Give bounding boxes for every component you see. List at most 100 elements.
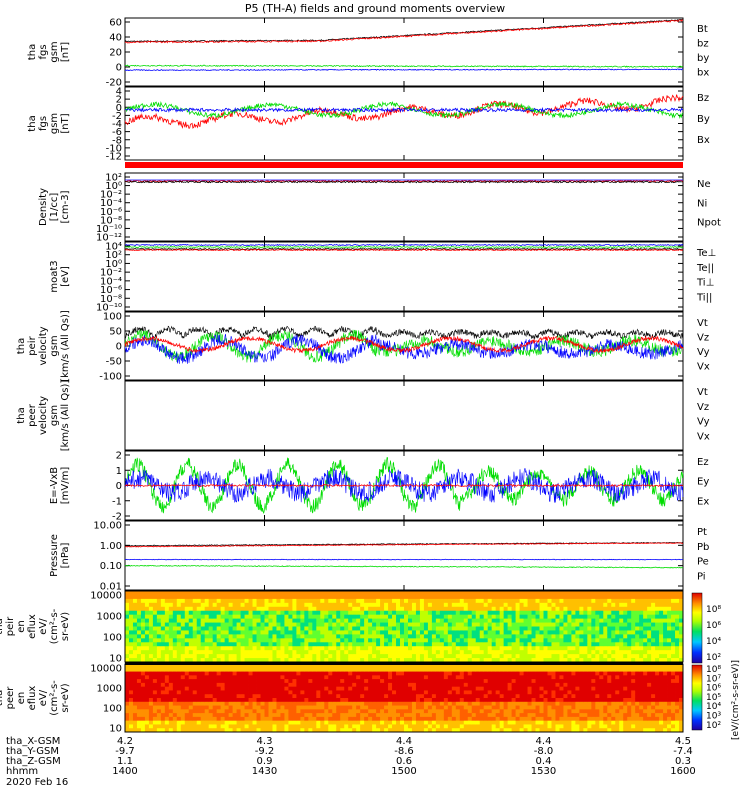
peir_eflux-cell bbox=[579, 650, 584, 655]
peer_eflux-cell bbox=[419, 724, 425, 729]
peir_eflux-cell bbox=[483, 591, 489, 596]
peir_eflux-cell bbox=[328, 646, 333, 651]
peer_eflux-cell bbox=[531, 671, 536, 676]
peir_eflux-cell bbox=[264, 618, 269, 623]
peir_eflux-cell bbox=[535, 626, 540, 631]
peir_eflux-cell bbox=[655, 638, 660, 643]
peer_eflux-cell bbox=[431, 728, 437, 733]
peer_eflux-cell bbox=[276, 686, 281, 691]
peir_eflux-cell bbox=[172, 634, 178, 639]
peir_eflux-cell bbox=[384, 614, 389, 620]
peer_eflux-cell bbox=[507, 679, 513, 684]
peir_eflux-cell bbox=[364, 658, 369, 663]
peer_eflux-cell bbox=[125, 701, 130, 706]
peer_eflux-cell bbox=[356, 679, 361, 684]
peir_eflux-cell bbox=[667, 614, 672, 620]
peer_eflux-cell bbox=[316, 667, 321, 672]
peir_eflux-cell bbox=[651, 646, 656, 651]
peir_eflux-cell bbox=[320, 614, 325, 620]
peer_eflux-cell bbox=[300, 667, 305, 672]
peer_eflux-cell bbox=[160, 664, 166, 669]
peir_eflux-cell bbox=[535, 598, 540, 604]
peir_eflux-cell bbox=[148, 602, 154, 608]
peer_eflux-cell bbox=[212, 713, 218, 718]
peer_eflux-cell bbox=[292, 728, 297, 733]
peir_eflux-cell bbox=[368, 602, 373, 608]
peir_eflux-cell bbox=[128, 614, 134, 620]
peir_eflux-cell bbox=[495, 638, 501, 643]
peer_eflux-cell bbox=[348, 682, 353, 688]
peer_eflux-cell bbox=[475, 679, 481, 684]
peer_eflux-cell bbox=[527, 705, 532, 710]
peir_eflux-cell bbox=[415, 630, 421, 635]
peir_eflux-cell bbox=[272, 598, 277, 604]
peir_eflux-cell bbox=[176, 626, 182, 631]
peer_eflux-cell bbox=[407, 705, 413, 710]
peer_eflux-cell bbox=[495, 701, 501, 706]
peir_eflux-cell bbox=[479, 630, 485, 635]
peir_eflux-cell bbox=[360, 598, 365, 604]
peer_eflux-cell bbox=[328, 701, 333, 706]
peir_eflux-cell bbox=[639, 598, 644, 604]
peir_eflux-cell bbox=[344, 610, 349, 616]
peir_eflux-cell bbox=[252, 610, 257, 616]
peir_eflux-cell bbox=[623, 654, 628, 659]
peir_eflux-cell bbox=[667, 642, 672, 647]
peir_eflux-cell bbox=[240, 594, 245, 600]
peir_eflux-cell bbox=[607, 626, 612, 631]
peer_eflux-cell bbox=[168, 694, 174, 699]
peer_eflux-cell bbox=[140, 705, 146, 710]
peer_eflux-cell bbox=[176, 713, 182, 718]
peir_eflux-cell bbox=[340, 642, 345, 647]
peir_eflux-cell bbox=[396, 650, 401, 655]
peir_eflux-cell bbox=[276, 614, 281, 620]
peer_eflux-cell bbox=[168, 720, 174, 725]
peir_eflux-cell bbox=[308, 650, 313, 655]
peir_eflux-cell bbox=[360, 642, 365, 647]
peir_eflux-cell bbox=[447, 626, 453, 631]
peer_eflux-cell bbox=[575, 682, 580, 688]
peir_eflux-cell bbox=[611, 634, 616, 639]
peir_eflux-cell bbox=[344, 654, 349, 659]
density-trace-ni bbox=[124, 180, 684, 184]
peer_eflux-cell bbox=[364, 664, 369, 669]
peir_eflux-cell bbox=[184, 594, 190, 600]
peir_eflux-cell bbox=[312, 642, 317, 647]
peer_eflux-cell bbox=[252, 709, 257, 714]
peer_eflux-cell bbox=[531, 694, 536, 699]
peir_eflux-cell bbox=[575, 591, 580, 596]
peir_eflux-cell bbox=[344, 626, 349, 631]
peir_eflux-cell bbox=[356, 618, 361, 623]
peer_eflux-cell bbox=[192, 724, 198, 729]
peer_eflux-cell bbox=[575, 720, 580, 725]
pressure-trace-pe bbox=[124, 558, 684, 561]
peer_eflux-cell bbox=[192, 728, 198, 733]
peir_eflux-cell bbox=[499, 618, 505, 623]
peer_eflux-cell bbox=[507, 713, 513, 718]
peir_eflux-cell bbox=[204, 606, 210, 612]
peir_eflux-cell bbox=[679, 591, 684, 596]
peir_eflux-cell bbox=[356, 598, 361, 604]
peer_eflux-cell bbox=[579, 698, 584, 703]
peer_eflux-cell bbox=[252, 720, 257, 725]
peir_eflux-cell bbox=[591, 622, 596, 627]
fgs-trace-bx bbox=[124, 68, 684, 71]
peir_eflux-cell bbox=[627, 634, 632, 639]
peer_eflux-cell bbox=[125, 690, 130, 695]
peer_eflux-cell bbox=[579, 686, 584, 691]
peer_eflux-cell bbox=[575, 679, 580, 684]
peir_eflux-cell bbox=[184, 606, 190, 612]
peer_eflux-cell bbox=[531, 716, 536, 722]
peer_eflux-cell bbox=[591, 675, 596, 680]
peir_eflux-cell bbox=[268, 638, 273, 643]
peir_eflux-cell bbox=[236, 622, 241, 627]
peer_eflux-cell bbox=[336, 690, 341, 695]
peir_eflux-cell bbox=[296, 650, 301, 655]
peer_eflux-cell bbox=[328, 671, 333, 676]
peir_eflux-cell bbox=[168, 626, 174, 631]
peer_eflux-cell bbox=[188, 679, 194, 684]
peer_eflux-cell bbox=[232, 675, 237, 680]
peir_eflux-cell bbox=[296, 606, 301, 612]
peer_eflux-cell bbox=[479, 716, 485, 722]
peer_eflux-cell bbox=[268, 728, 273, 733]
